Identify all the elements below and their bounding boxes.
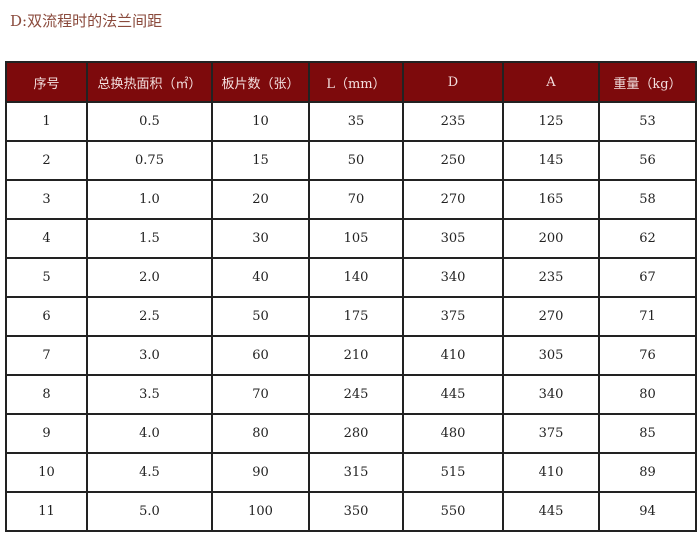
table-row: 11 5.0 100 350 550 445 94 [5, 491, 697, 532]
table-cell: 15 [211, 140, 310, 181]
table-cell: 140 [308, 257, 404, 298]
table-cell: 76 [598, 335, 697, 376]
table-cell: 175 [308, 296, 404, 337]
table-cell: 30 [211, 218, 310, 259]
table-cell: 105 [308, 218, 404, 259]
table-cell: 1.0 [86, 179, 213, 220]
table-cell: 340 [402, 257, 504, 298]
table-cell: 5.0 [86, 491, 213, 532]
column-header: L（mm） [308, 61, 404, 103]
table-cell: 340 [502, 374, 600, 415]
table-cell: 62 [598, 218, 697, 259]
flange-spacing-table: 序号 总换热面积（㎡） 板片数（张） L（mm） D A 重量（kg） 1 0.5 10 35 23… [5, 61, 697, 532]
table-cell: 375 [402, 296, 504, 337]
table-row: 5 2.0 40 140 340 235 67 [5, 257, 697, 298]
table-cell: 200 [502, 218, 600, 259]
table-cell: 3 [5, 179, 88, 220]
table-cell: 70 [211, 374, 310, 415]
table-cell: 235 [402, 101, 504, 142]
table-cell: 70 [308, 179, 404, 220]
table-cell: 5 [5, 257, 88, 298]
table-cell: 1.5 [86, 218, 213, 259]
table-cell: 80 [598, 374, 697, 415]
table-cell: 8 [5, 374, 88, 415]
column-header: D [402, 61, 504, 103]
table-cell: 4.5 [86, 452, 213, 493]
table-cell: 350 [308, 491, 404, 532]
page-title: D:双流程时的法兰间距 [10, 12, 163, 30]
table-cell: 145 [502, 140, 600, 181]
table-cell: 210 [308, 335, 404, 376]
table-cell: 20 [211, 179, 310, 220]
table-cell: 53 [598, 101, 697, 142]
table-cell: 50 [211, 296, 310, 337]
table-cell: 315 [308, 452, 404, 493]
table-cell: 1 [5, 101, 88, 142]
table-cell: 11 [5, 491, 88, 532]
table-cell: 2.0 [86, 257, 213, 298]
table-row: 6 2.5 50 175 375 270 71 [5, 296, 697, 337]
table-cell: 40 [211, 257, 310, 298]
table-row: 4 1.5 30 105 305 200 62 [5, 218, 697, 259]
table-cell: 445 [502, 491, 600, 532]
table-row: 7 3.0 60 210 410 305 76 [5, 335, 697, 376]
table-cell: 480 [402, 413, 504, 454]
table-row: 8 3.5 70 245 445 340 80 [5, 374, 697, 415]
table-row: 1 0.5 10 35 235 125 53 [5, 101, 697, 142]
table-cell: 375 [502, 413, 600, 454]
table-cell: 0.5 [86, 101, 213, 142]
table-cell: 6 [5, 296, 88, 337]
column-header: 序号 [5, 61, 88, 103]
table-cell: 4 [5, 218, 88, 259]
table-cell: 90 [211, 452, 310, 493]
table-cell: 58 [598, 179, 697, 220]
table-cell: 3.5 [86, 374, 213, 415]
table-cell: 85 [598, 413, 697, 454]
table-cell: 445 [402, 374, 504, 415]
table-row: 2 0.75 15 50 250 145 56 [5, 140, 697, 181]
table-cell: 270 [402, 179, 504, 220]
table-cell: 515 [402, 452, 504, 493]
table-cell: 305 [502, 335, 600, 376]
table-row: 3 1.0 20 70 270 165 58 [5, 179, 697, 220]
table-cell: 71 [598, 296, 697, 337]
table-cell: 3.0 [86, 335, 213, 376]
table-cell: 80 [211, 413, 310, 454]
column-header: A [502, 61, 600, 103]
table-cell: 165 [502, 179, 600, 220]
table-cell: 410 [402, 335, 504, 376]
table-cell: 305 [402, 218, 504, 259]
table-cell: 35 [308, 101, 404, 142]
table-cell: 0.75 [86, 140, 213, 181]
table-cell: 2 [5, 140, 88, 181]
table-cell: 2.5 [86, 296, 213, 337]
table-row: 10 4.5 90 315 515 410 89 [5, 452, 697, 493]
table-cell: 245 [308, 374, 404, 415]
table-cell: 9 [5, 413, 88, 454]
table-cell: 280 [308, 413, 404, 454]
table-cell: 550 [402, 491, 504, 532]
table-cell: 67 [598, 257, 697, 298]
column-header: 重量（kg） [598, 61, 697, 103]
table-cell: 89 [598, 452, 697, 493]
table-cell: 7 [5, 335, 88, 376]
table-cell: 56 [598, 140, 697, 181]
column-header: 总换热面积（㎡） [86, 61, 213, 103]
table-cell: 100 [211, 491, 310, 532]
table-cell: 250 [402, 140, 504, 181]
table-cell: 10 [5, 452, 88, 493]
table-cell: 94 [598, 491, 697, 532]
table-cell: 50 [308, 140, 404, 181]
column-header: 板片数（张） [211, 61, 310, 103]
header-row: 序号 总换热面积（㎡） 板片数（张） L（mm） D A 重量（kg） [5, 61, 697, 103]
table-cell: 60 [211, 335, 310, 376]
table-cell: 410 [502, 452, 600, 493]
table-cell: 270 [502, 296, 600, 337]
table-cell: 125 [502, 101, 600, 142]
table-cell: 10 [211, 101, 310, 142]
table-cell: 4.0 [86, 413, 213, 454]
table-row: 9 4.0 80 280 480 375 85 [5, 413, 697, 454]
table-cell: 235 [502, 257, 600, 298]
